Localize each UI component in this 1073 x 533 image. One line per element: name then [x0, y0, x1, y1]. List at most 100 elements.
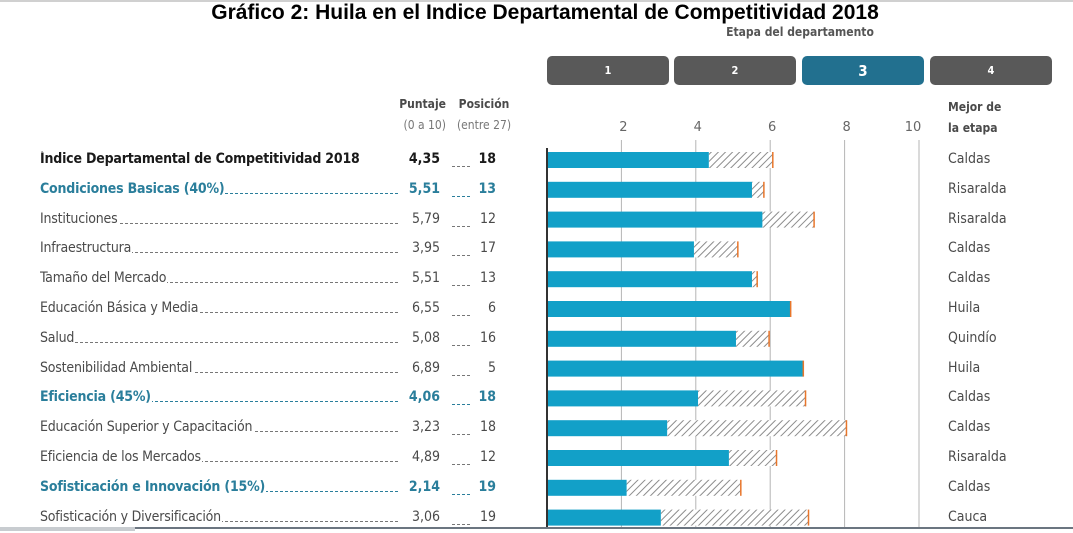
row-best-department: Risaralda	[948, 449, 1007, 465]
row-label: Sofisticación e Innovación (15%)	[40, 478, 400, 495]
row-best-department: Huila	[948, 300, 981, 316]
table-row: Eficiencia (45%) 4,06 18 Caldas	[0, 383, 1073, 413]
row-score: 5,08	[411, 329, 440, 346]
leader-dots	[40, 282, 398, 284]
table-row: Eficiencia de los Mercados 4,89 12 Risarald…	[0, 443, 1073, 473]
row-score: 5,79	[411, 210, 440, 227]
row-position: 18	[478, 151, 496, 167]
row-score: 3,95	[411, 240, 440, 257]
huila-bar	[547, 211, 763, 228]
row-score: 4,06	[408, 389, 440, 406]
best-header-title: Mejor de	[948, 100, 1002, 114]
table-row: Tamaño del Mercado 5,51 13 Caldas	[0, 264, 1073, 294]
huila-bar	[547, 450, 729, 466]
row-label: Eficiencia de los Mercados	[40, 449, 400, 465]
row-position: 13	[478, 180, 496, 197]
stage-pill-2: 2	[674, 56, 796, 85]
position-leader	[452, 374, 470, 376]
row-label-text: Sostenibilidad Ambiental	[40, 359, 194, 376]
row-score: 2,14	[408, 478, 440, 495]
best-header-sub: la etapa	[948, 121, 998, 135]
best-gap-hatch	[626, 479, 741, 496]
row-label: Eficiencia (45%)	[40, 389, 400, 406]
row-best-department: Caldas	[948, 151, 991, 167]
huila-bar	[547, 241, 694, 258]
best-gap-hatch	[728, 450, 777, 466]
leader-dots	[40, 341, 398, 343]
row-position: 16	[479, 329, 496, 346]
row-label-text: Instituciones	[40, 210, 119, 227]
best-gap-hatch	[735, 330, 770, 347]
leader-dots	[40, 371, 398, 373]
row-position: 5	[487, 359, 496, 376]
row-label: Educación Superior y Capacitación	[40, 419, 400, 436]
position-leader	[452, 464, 470, 465]
score-header-sub: (0 a 10)	[403, 118, 447, 132]
row-label-text: Eficiencia de los Mercados	[40, 449, 202, 465]
row-position: 19	[478, 478, 496, 495]
score-header-title: Puntaje	[399, 97, 446, 111]
row-label-text: Eficiencia (45%)	[40, 389, 152, 406]
leader-dots	[40, 312, 398, 313]
row-score: 6,55	[411, 300, 440, 316]
table-row: Índice Departamental de Competitividad 2…	[0, 145, 1073, 175]
bottom-rule	[135, 527, 1073, 529]
row-label: Educación Básica y Media	[40, 300, 400, 316]
row-label-text: Índice Departamental de Competitividad 2…	[40, 151, 361, 167]
row-best-department: Risaralda	[948, 210, 1007, 227]
position-leader	[452, 285, 470, 287]
huila-bar	[547, 301, 791, 317]
row-position: 19	[479, 508, 496, 525]
best-gap-hatch	[762, 211, 815, 228]
huila-bar	[547, 509, 661, 526]
best-gap-hatch	[693, 241, 738, 258]
row-position: 12	[479, 210, 496, 227]
row-best-department: Caldas	[948, 240, 991, 257]
table-row: Instituciones 5,79 12 Risaralda	[0, 205, 1073, 235]
position-leader	[452, 195, 470, 197]
leader-dots	[40, 222, 398, 224]
x-tick-label: 4	[694, 120, 702, 135]
position-leader	[452, 225, 470, 227]
row-position: 18	[478, 389, 496, 406]
row-label-text: Infraestructura	[40, 240, 133, 257]
row-label-text: Sofisticación y Diversificación	[40, 508, 222, 525]
huila-bar	[547, 152, 709, 168]
huila-bar	[547, 420, 668, 437]
row-label: Tamaño del Mercado	[40, 270, 400, 287]
position-leader	[452, 344, 470, 346]
bottom-strip	[0, 527, 135, 531]
best-gap-hatch	[751, 181, 764, 198]
row-position: 12	[479, 449, 496, 465]
row-best-department: Caldas	[948, 478, 991, 495]
huila-bar	[547, 181, 752, 198]
leader-dots	[40, 461, 398, 462]
best-gap-hatch	[660, 509, 809, 526]
position-leader	[452, 404, 470, 406]
best-gap-hatch	[698, 390, 806, 407]
row-label: Índice Departamental de Competitividad 2…	[40, 151, 400, 167]
row-label-text: Educación Superior y Capacitación	[40, 419, 254, 436]
position-leader	[452, 523, 470, 525]
position-header: Posición (entre 27)	[454, 94, 514, 136]
table-row: Sofisticación y Diversificación 3,06 19 Cau…	[0, 503, 1073, 533]
score-header: Puntaje (0 a 10)	[396, 94, 446, 136]
stage-pill-4: 4	[930, 56, 1052, 85]
best-gap-hatch	[751, 271, 758, 288]
row-score: 3,06	[411, 508, 440, 525]
position-leader	[452, 315, 470, 316]
position-leader	[452, 434, 470, 436]
row-best-department: Caldas	[948, 419, 991, 436]
row-score: 6,89	[411, 359, 440, 376]
best-gap-hatch	[708, 152, 773, 168]
row-label-text: Tamaño del Mercado	[40, 270, 168, 287]
row-best-department: Risaralda	[948, 180, 1007, 197]
row-best-department: Caldas	[948, 270, 991, 287]
row-best-department: Caldas	[948, 389, 991, 406]
position-leader	[452, 493, 470, 495]
row-label: Salud	[40, 329, 400, 346]
table-row: Sostenibilidad Ambiental 6,89 5 Huila	[0, 354, 1073, 384]
row-label-text: Salud	[40, 329, 76, 346]
chart-title: Gráfico 2: Huila en el Indice Departamen…	[211, 1, 879, 24]
